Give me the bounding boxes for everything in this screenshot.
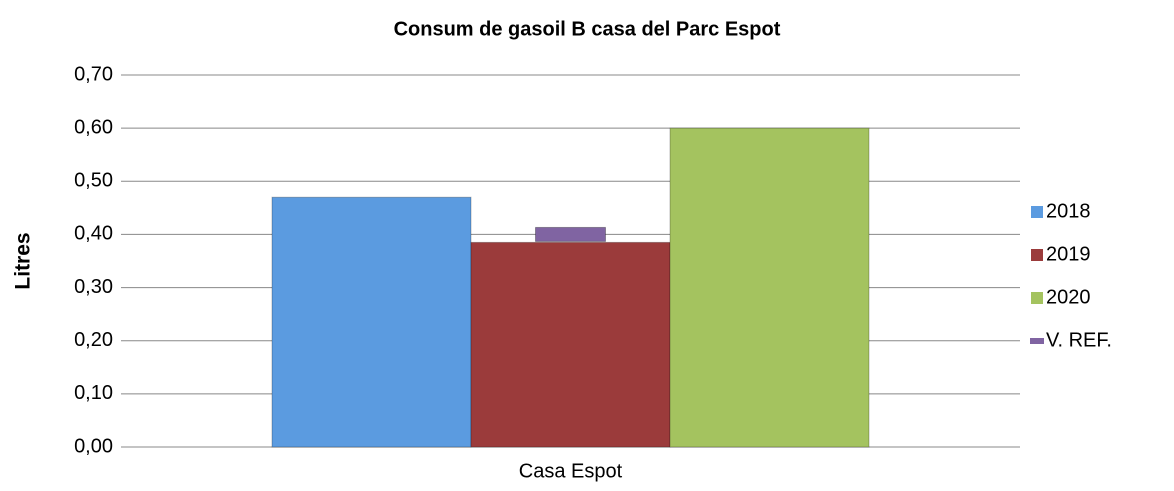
y-tick-label: 0,30 — [74, 276, 113, 298]
bar — [669, 127, 870, 448]
chart-title: Consum de gasoil B casa del Parc Espot — [394, 18, 781, 40]
legend-label: V. REF. — [1046, 329, 1112, 351]
y-tick-label: 0,20 — [74, 329, 113, 351]
y-tick-label: 0,70 — [74, 63, 113, 85]
x-tick-label: Casa Espot — [519, 460, 623, 482]
legend-swatch — [1030, 338, 1044, 344]
legend-swatch — [1031, 292, 1043, 304]
legend-swatch — [1031, 249, 1043, 261]
y-tick-label: 0,50 — [74, 170, 113, 192]
bar — [470, 241, 671, 448]
legend-label: 2020 — [1046, 286, 1091, 308]
reference-marker — [535, 226, 606, 242]
legend-label: 2018 — [1046, 200, 1091, 222]
y-tick-label: 0,40 — [74, 223, 113, 245]
y-axis-label: Litres — [12, 232, 35, 289]
bar — [271, 196, 472, 448]
y-tick-label: 0,00 — [74, 435, 113, 457]
y-tick-label: 0,10 — [74, 382, 113, 404]
legend-swatch — [1031, 206, 1043, 218]
legend-label: 2019 — [1046, 243, 1091, 265]
y-tick-label: 0,60 — [74, 116, 113, 138]
